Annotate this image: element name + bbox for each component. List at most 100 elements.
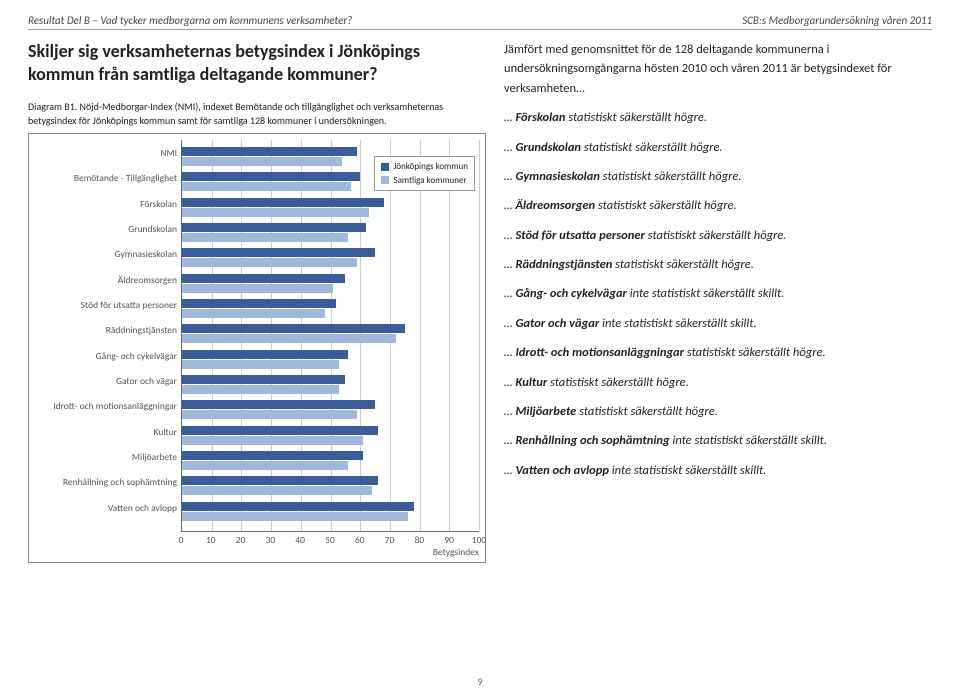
chart-xaxis: Betygsindex 0102030405060708090100 [181,532,479,562]
bar-group [182,501,479,524]
xtick: 30 [266,534,276,546]
bar [182,451,363,460]
intro-text: Jämfört med genomsnittet för de 128 delt… [504,40,932,98]
category-label: Vatten och avlopp [33,504,177,514]
legend-swatch [381,176,389,184]
bar-group [182,298,479,321]
legend-label: Jönköpings kommun [393,160,468,174]
bar [182,258,357,267]
xtick: 70 [385,534,395,546]
bar [182,360,339,369]
bar [182,233,348,242]
category-label: Gymnasieskolan [33,250,177,260]
comparison-item: … Stöd för utsatta personer statistiskt … [504,226,932,245]
bar-group [182,475,479,498]
bar-group [182,374,479,397]
category-label: Bemötande - Tillgänglighet [33,174,177,184]
bar [182,426,378,435]
bar-group [182,399,479,422]
bar [182,334,396,343]
bar [182,461,348,470]
header-right: SCB:s Medborgarundersökning våren 2011 [742,14,932,27]
text-column: Jämfört med genomsnittet för de 128 delt… [504,40,932,563]
bar [182,147,357,156]
category-label: Miljöarbete [33,453,177,463]
legend-label: Samtliga kommuner [393,174,466,188]
xtick: 90 [444,534,454,546]
bar [182,512,408,521]
xtick: 0 [179,534,184,546]
bar [182,208,369,217]
bar [182,410,357,419]
xtick: 80 [415,534,425,546]
comparison-item: … Äldreomsorgen statistiskt säkerställt … [504,196,932,215]
comparison-item: … Idrott- och motionsanläggningar statis… [504,343,932,362]
page-title: Skiljer sig verksamheternas betygsindex … [28,40,486,86]
bar-group [182,323,479,346]
bar [182,436,363,445]
category-label: Stöd för utsatta personer [33,301,177,311]
comparison-item: … Grundskolan statistiskt säkerställt hö… [504,138,932,157]
comparison-item: … Gång- och cykelvägar inte statistiskt … [504,284,932,303]
category-label: Idrott- och motionsanläggningar [33,402,177,412]
comparison-item: … Räddningstjänsten statistiskt säkerstä… [504,255,932,274]
comparison-item: … Miljöarbete statistiskt säkerställt hö… [504,402,932,421]
chart-category-labels: NMI Bemötande - Tillgänglighet Förskolan Gr… [33,140,181,556]
header-left: Resultat Del B – Vad tycker medborgarna … [28,14,352,27]
bar [182,502,414,511]
comparison-item: … Renhållning och sophämtning inte stati… [504,431,932,450]
bar [182,486,372,495]
bar [182,400,375,409]
bar-group [182,450,479,473]
category-label: NMI [33,149,177,159]
bar [182,350,348,359]
bar [182,385,339,394]
bar [182,223,366,232]
bar [182,375,345,384]
bar [182,198,384,207]
bar [182,309,325,318]
bar-group [182,349,479,372]
bar [182,284,333,293]
category-label: Förskolan [33,200,177,210]
page-number: 9 [477,675,482,688]
chart-xlabel: Betygsindex [433,546,479,558]
category-label: Renhållning och sophämtning [33,478,177,488]
bar-group [182,247,479,270]
bar [182,248,375,257]
bar-group [182,197,479,220]
category-label: Grundskolan [33,225,177,235]
bar [182,299,336,308]
xtick: 100 [472,534,486,546]
header-row: Resultat Del B – Vad tycker medborgarna … [28,14,932,30]
category-label: Gator och vägar [33,377,177,387]
category-label: Kultur [33,428,177,438]
legend-item: Samtliga kommuner [381,174,468,188]
chart-legend: Jönköpings kommunSamtliga kommuner [374,156,475,191]
xtick: 20 [236,534,246,546]
comparison-item: … Kultur statistiskt säkerställt högre. [504,373,932,392]
bar [182,182,351,191]
category-label: Räddningstjänsten [33,326,177,336]
item-list: … Förskolan statistiskt säkerställt högr… [504,108,932,480]
bar [182,476,378,485]
comparison-item: … Vatten och avlopp inte statistiskt säk… [504,461,932,480]
category-label: Gång- och cykelvägar [33,352,177,362]
chart-plot-area [181,140,479,532]
bar [182,324,405,333]
category-label: Äldreomsorgen [33,276,177,286]
bar-group [182,273,479,296]
comparison-item: … Gymnasieskolan statistiskt säkerställt… [504,167,932,186]
bar [182,172,360,181]
xtick: 50 [325,534,335,546]
chart: Jönköpings kommunSamtliga kommuner NMI Be… [28,133,486,563]
legend-swatch [381,163,389,171]
bar-group [182,425,479,448]
bar-group [182,222,479,245]
xtick: 60 [355,534,365,546]
chart-caption: Diagram B1. Nöjd-Medborgar-Index (NMI), … [28,100,486,127]
comparison-item: … Gator och vägar inte statistiskt säker… [504,314,932,333]
comparison-item: … Förskolan statistiskt säkerställt högr… [504,108,932,127]
bar [182,157,342,166]
legend-item: Jönköpings kommun [381,160,468,174]
